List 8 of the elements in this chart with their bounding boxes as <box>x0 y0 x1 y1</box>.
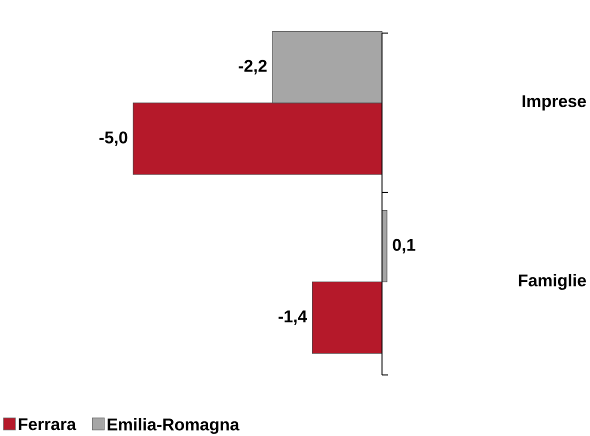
y-tick-label: Imprese <box>522 95 586 110</box>
data-label: -5,0 <box>99 131 128 146</box>
legend-label: Ferrara <box>18 418 76 430</box>
data-label: -2,2 <box>238 60 267 74</box>
data-label: 0,1 <box>392 238 416 254</box>
y-tick-label: Famiglie <box>518 274 586 290</box>
data-label: -1,4 <box>278 310 308 325</box>
legend-label: Emilia-Romagna <box>108 418 240 434</box>
